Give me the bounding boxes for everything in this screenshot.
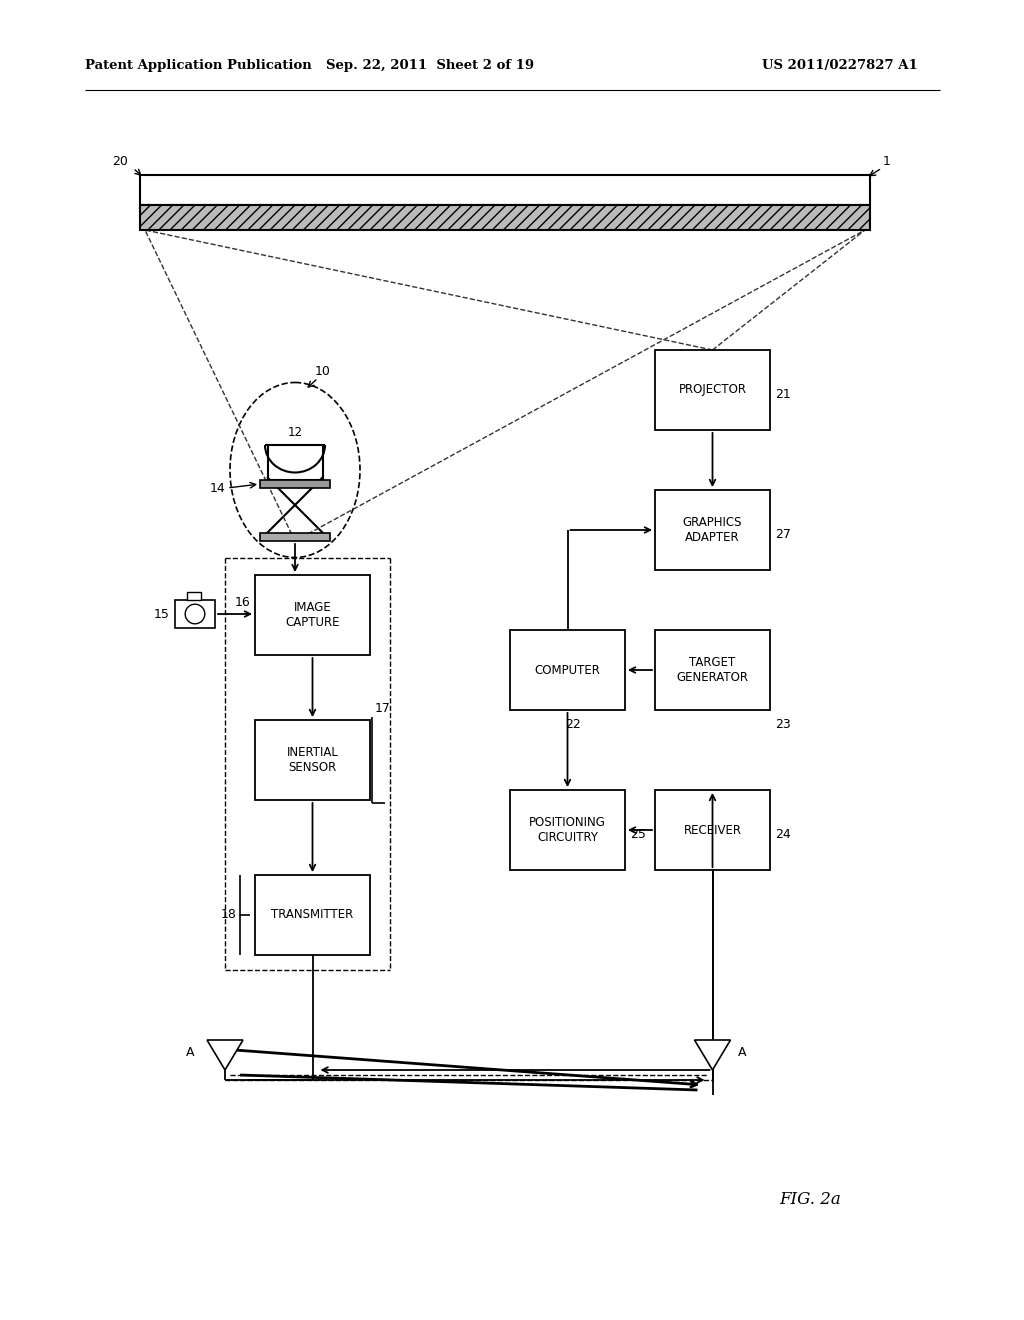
- Circle shape: [185, 605, 205, 624]
- Bar: [255, 719, 370, 800]
- Bar: [260, 480, 330, 488]
- Bar: [187, 591, 201, 601]
- Text: 17: 17: [375, 702, 391, 715]
- Text: IMAGE
CAPTURE: IMAGE CAPTURE: [286, 601, 340, 630]
- Bar: [510, 630, 625, 710]
- Text: 23: 23: [775, 718, 791, 731]
- Text: 18: 18: [221, 908, 237, 921]
- Bar: [260, 533, 330, 541]
- Text: INERTIAL
SENSOR: INERTIAL SENSOR: [287, 746, 339, 774]
- Text: Patent Application Publication: Patent Application Publication: [85, 58, 311, 71]
- Text: 15: 15: [155, 607, 170, 620]
- Text: Sep. 22, 2011  Sheet 2 of 19: Sep. 22, 2011 Sheet 2 of 19: [326, 58, 535, 71]
- Bar: [140, 176, 870, 205]
- Bar: [175, 601, 215, 628]
- Bar: [255, 576, 370, 655]
- Text: US 2011/0227827 A1: US 2011/0227827 A1: [762, 58, 918, 71]
- Text: POSITIONING
CIRCUITRY: POSITIONING CIRCUITRY: [529, 816, 606, 843]
- Bar: [655, 490, 770, 570]
- Text: 20: 20: [112, 154, 128, 168]
- Text: A: A: [185, 1047, 195, 1060]
- Text: 1: 1: [883, 154, 891, 168]
- Text: 21: 21: [775, 388, 791, 401]
- Text: A: A: [738, 1047, 746, 1060]
- Polygon shape: [207, 1040, 243, 1071]
- Text: 24: 24: [775, 829, 791, 842]
- Text: TARGET
GENERATOR: TARGET GENERATOR: [677, 656, 749, 684]
- Bar: [655, 789, 770, 870]
- Text: 22: 22: [564, 718, 581, 731]
- Text: 27: 27: [775, 528, 791, 541]
- Bar: [655, 630, 770, 710]
- Polygon shape: [694, 1040, 730, 1071]
- Text: TRANSMITTER: TRANSMITTER: [271, 908, 353, 921]
- Text: 12: 12: [288, 425, 302, 438]
- Text: 25: 25: [630, 829, 646, 842]
- Text: PROJECTOR: PROJECTOR: [679, 384, 746, 396]
- Bar: [655, 350, 770, 430]
- Text: FIG. 2a: FIG. 2a: [779, 1192, 841, 1209]
- Text: GRAPHICS
ADAPTER: GRAPHICS ADAPTER: [683, 516, 742, 544]
- Text: 10: 10: [315, 366, 331, 378]
- Bar: [255, 875, 370, 954]
- Bar: [140, 205, 870, 230]
- Text: RECEIVER: RECEIVER: [683, 824, 741, 837]
- Text: 14: 14: [209, 482, 225, 495]
- Text: 16: 16: [234, 597, 250, 610]
- Text: COMPUTER: COMPUTER: [535, 664, 600, 676]
- Bar: [510, 789, 625, 870]
